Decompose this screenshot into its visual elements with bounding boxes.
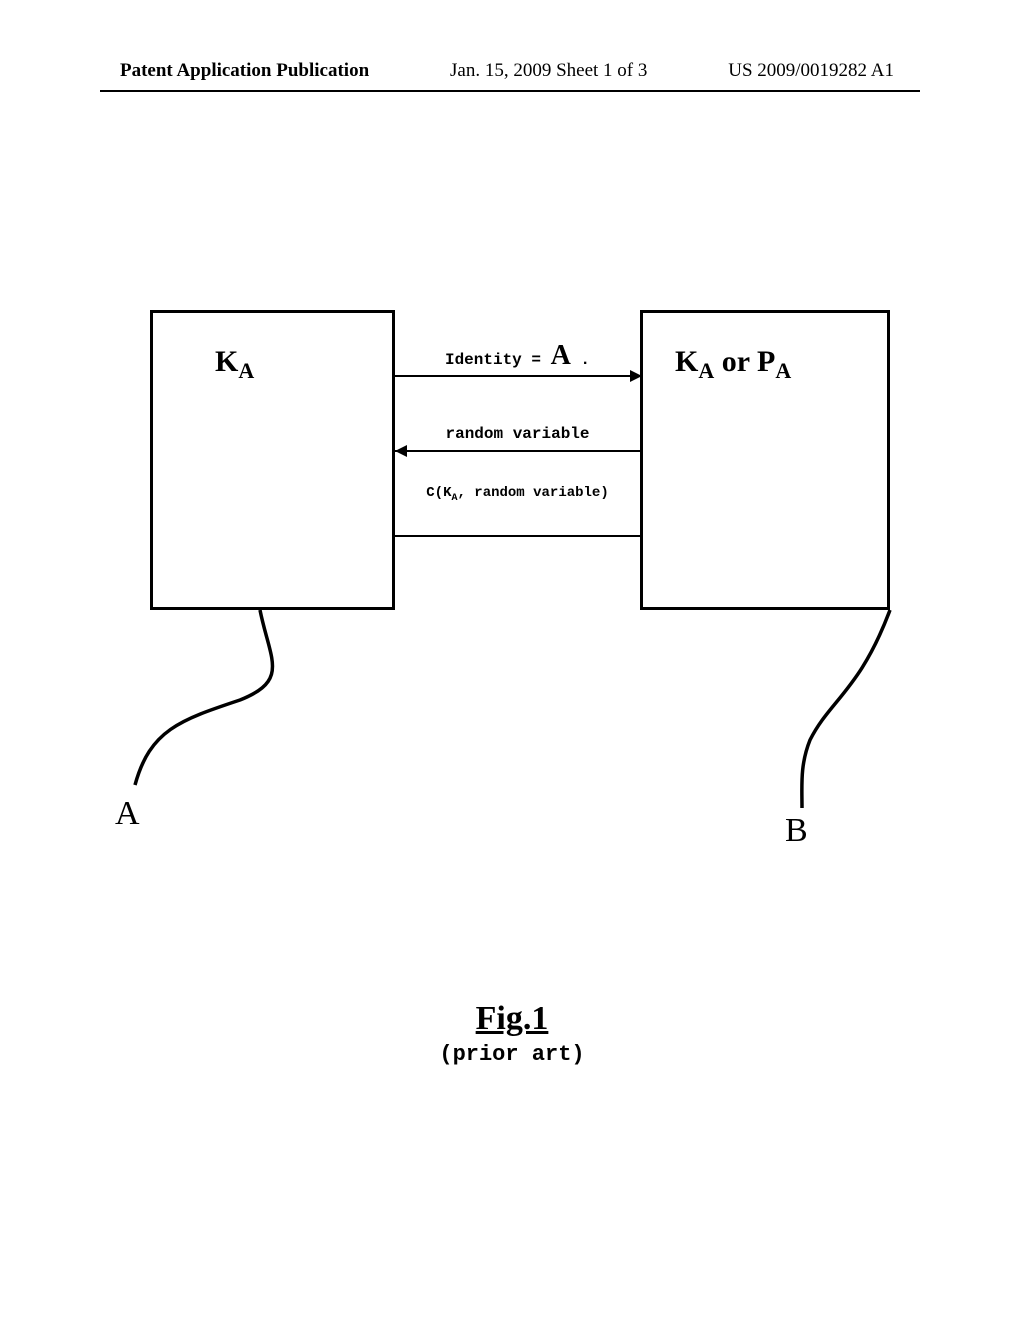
figure-title: Fig.1 — [0, 1000, 1024, 1038]
leader-curve-b — [750, 610, 910, 810]
header-right: US 2009/0019282 A1 — [728, 60, 894, 82]
figure-subtitle: (prior art) — [0, 1042, 1024, 1067]
figure-caption: Fig.1 (prior art) — [0, 1000, 1024, 1067]
arrow-1-line — [395, 375, 640, 377]
entity-box-a-label: KA — [215, 345, 254, 384]
entity-label-b: B — [785, 812, 808, 850]
arrow-2-head — [395, 445, 407, 457]
entity-box-b-label: KA or PA — [675, 345, 791, 384]
entity-box-a — [150, 310, 395, 610]
arrow-2-line — [395, 450, 640, 452]
header-left: Patent Application Publication — [120, 60, 369, 82]
header-rule — [100, 90, 920, 92]
message-3-label: C(KA, random variable) — [395, 485, 640, 504]
message-2-label: random variable — [395, 425, 640, 443]
arrow-3-line — [395, 535, 640, 537]
entity-label-a: A — [115, 795, 140, 833]
leader-curve-a — [120, 610, 300, 790]
header-mid: Jan. 15, 2009 Sheet 1 of 3 — [450, 60, 647, 82]
arrow-1-head — [630, 370, 642, 382]
message-1-label: Identity = A . — [395, 340, 640, 372]
page-header: Patent Application Publication Jan. 15, … — [0, 60, 1024, 82]
